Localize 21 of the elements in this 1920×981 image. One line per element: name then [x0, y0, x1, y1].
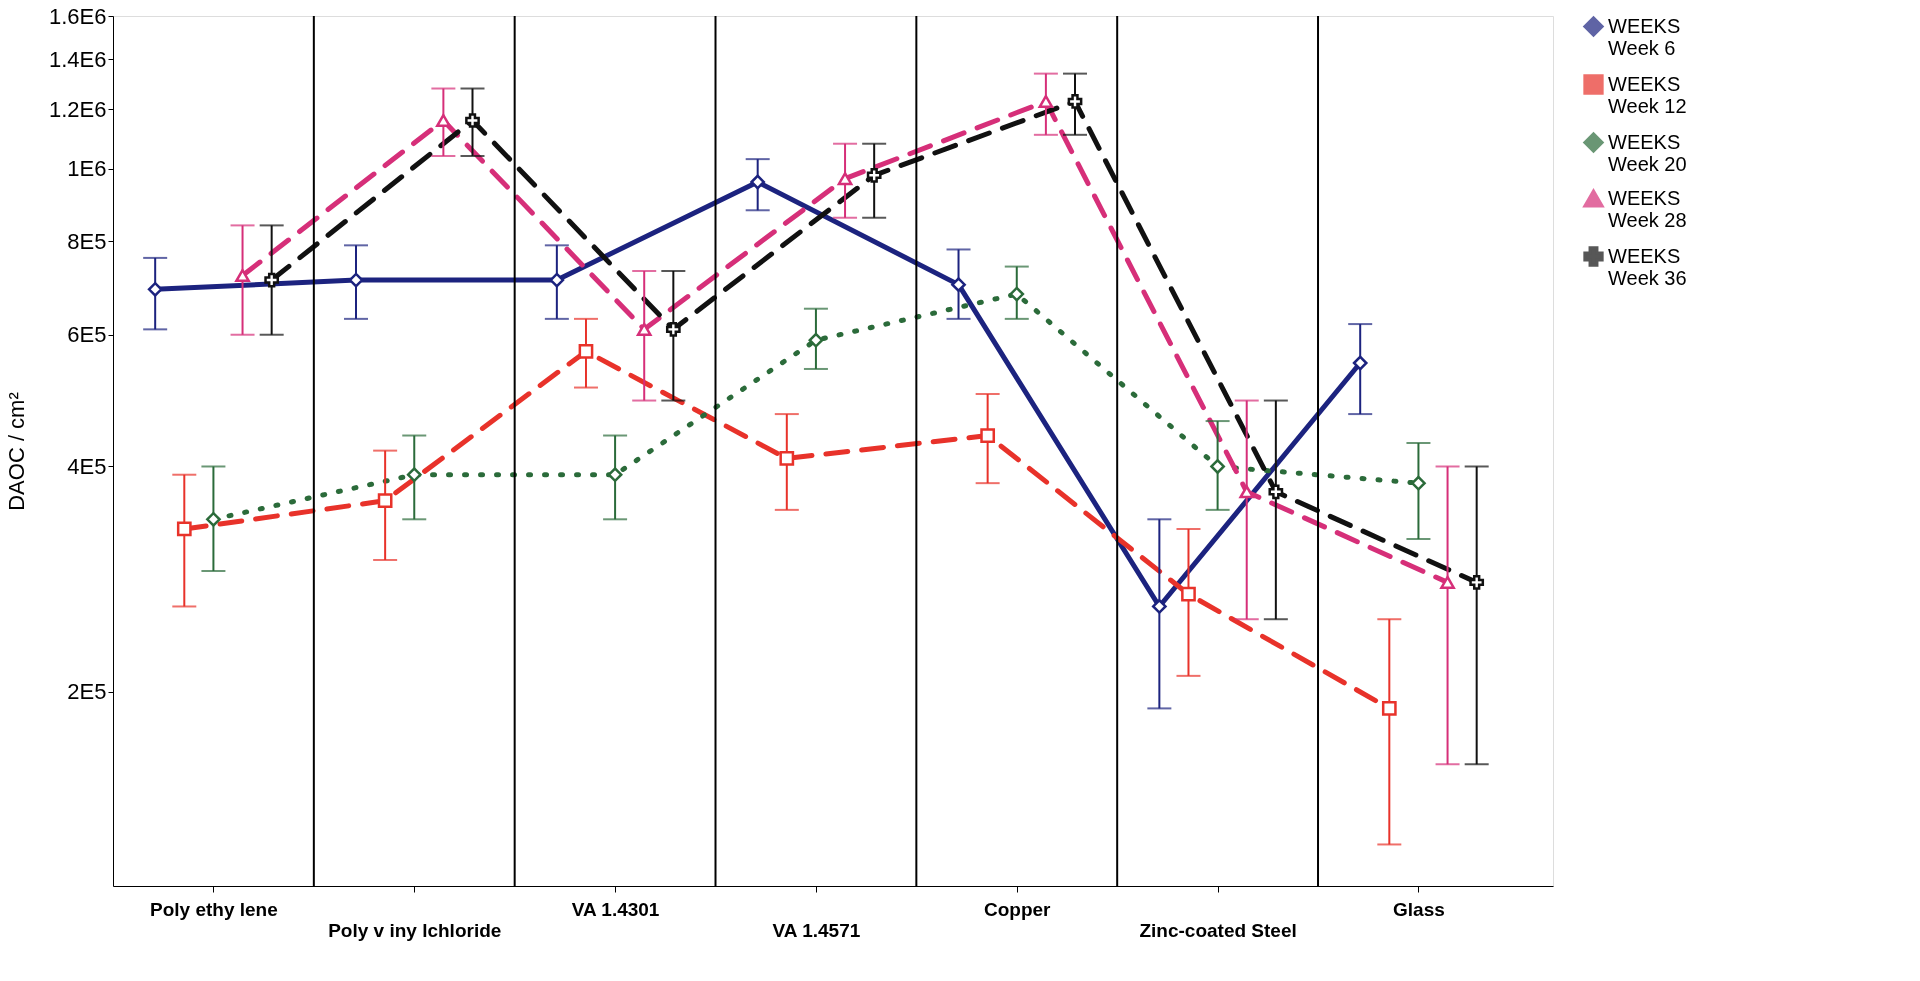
- x-tick-label: VA 1.4571: [772, 919, 861, 941]
- x-tick-label: Glass: [1393, 898, 1445, 920]
- y-tick-label: 8E5: [67, 228, 107, 254]
- y-tick-label: 1.6E6: [49, 3, 107, 29]
- legend-label: WEEKS Week 28: [1608, 186, 1687, 231]
- x-tick-label: Poly v iny lchloride: [328, 919, 502, 941]
- x-tick-label: Copper: [984, 898, 1052, 920]
- y-tick-label: 2E5: [67, 679, 107, 705]
- y-tick-label: 1.4E6: [49, 46, 107, 72]
- legend-label: WEEKS Week 36: [1608, 244, 1687, 289]
- y-axis-title: DAOC / cm²: [4, 392, 30, 511]
- y-tick-label: 6E5: [67, 322, 107, 348]
- legend-label: WEEKS Week 6: [1608, 14, 1681, 59]
- x-tick-label: Poly ethy lene: [150, 898, 278, 920]
- y-tick-label: 1E6: [67, 156, 107, 182]
- y-tick-label: 1.2E6: [49, 96, 107, 122]
- x-tick-label: Zinc-coated Steel: [1139, 919, 1297, 941]
- x-tick-label: VA 1.4301: [571, 898, 660, 920]
- legend-label: WEEKS Week 20: [1608, 130, 1687, 175]
- legend-label: WEEKS Week 12: [1608, 72, 1687, 117]
- y-tick-label: 4E5: [67, 453, 107, 479]
